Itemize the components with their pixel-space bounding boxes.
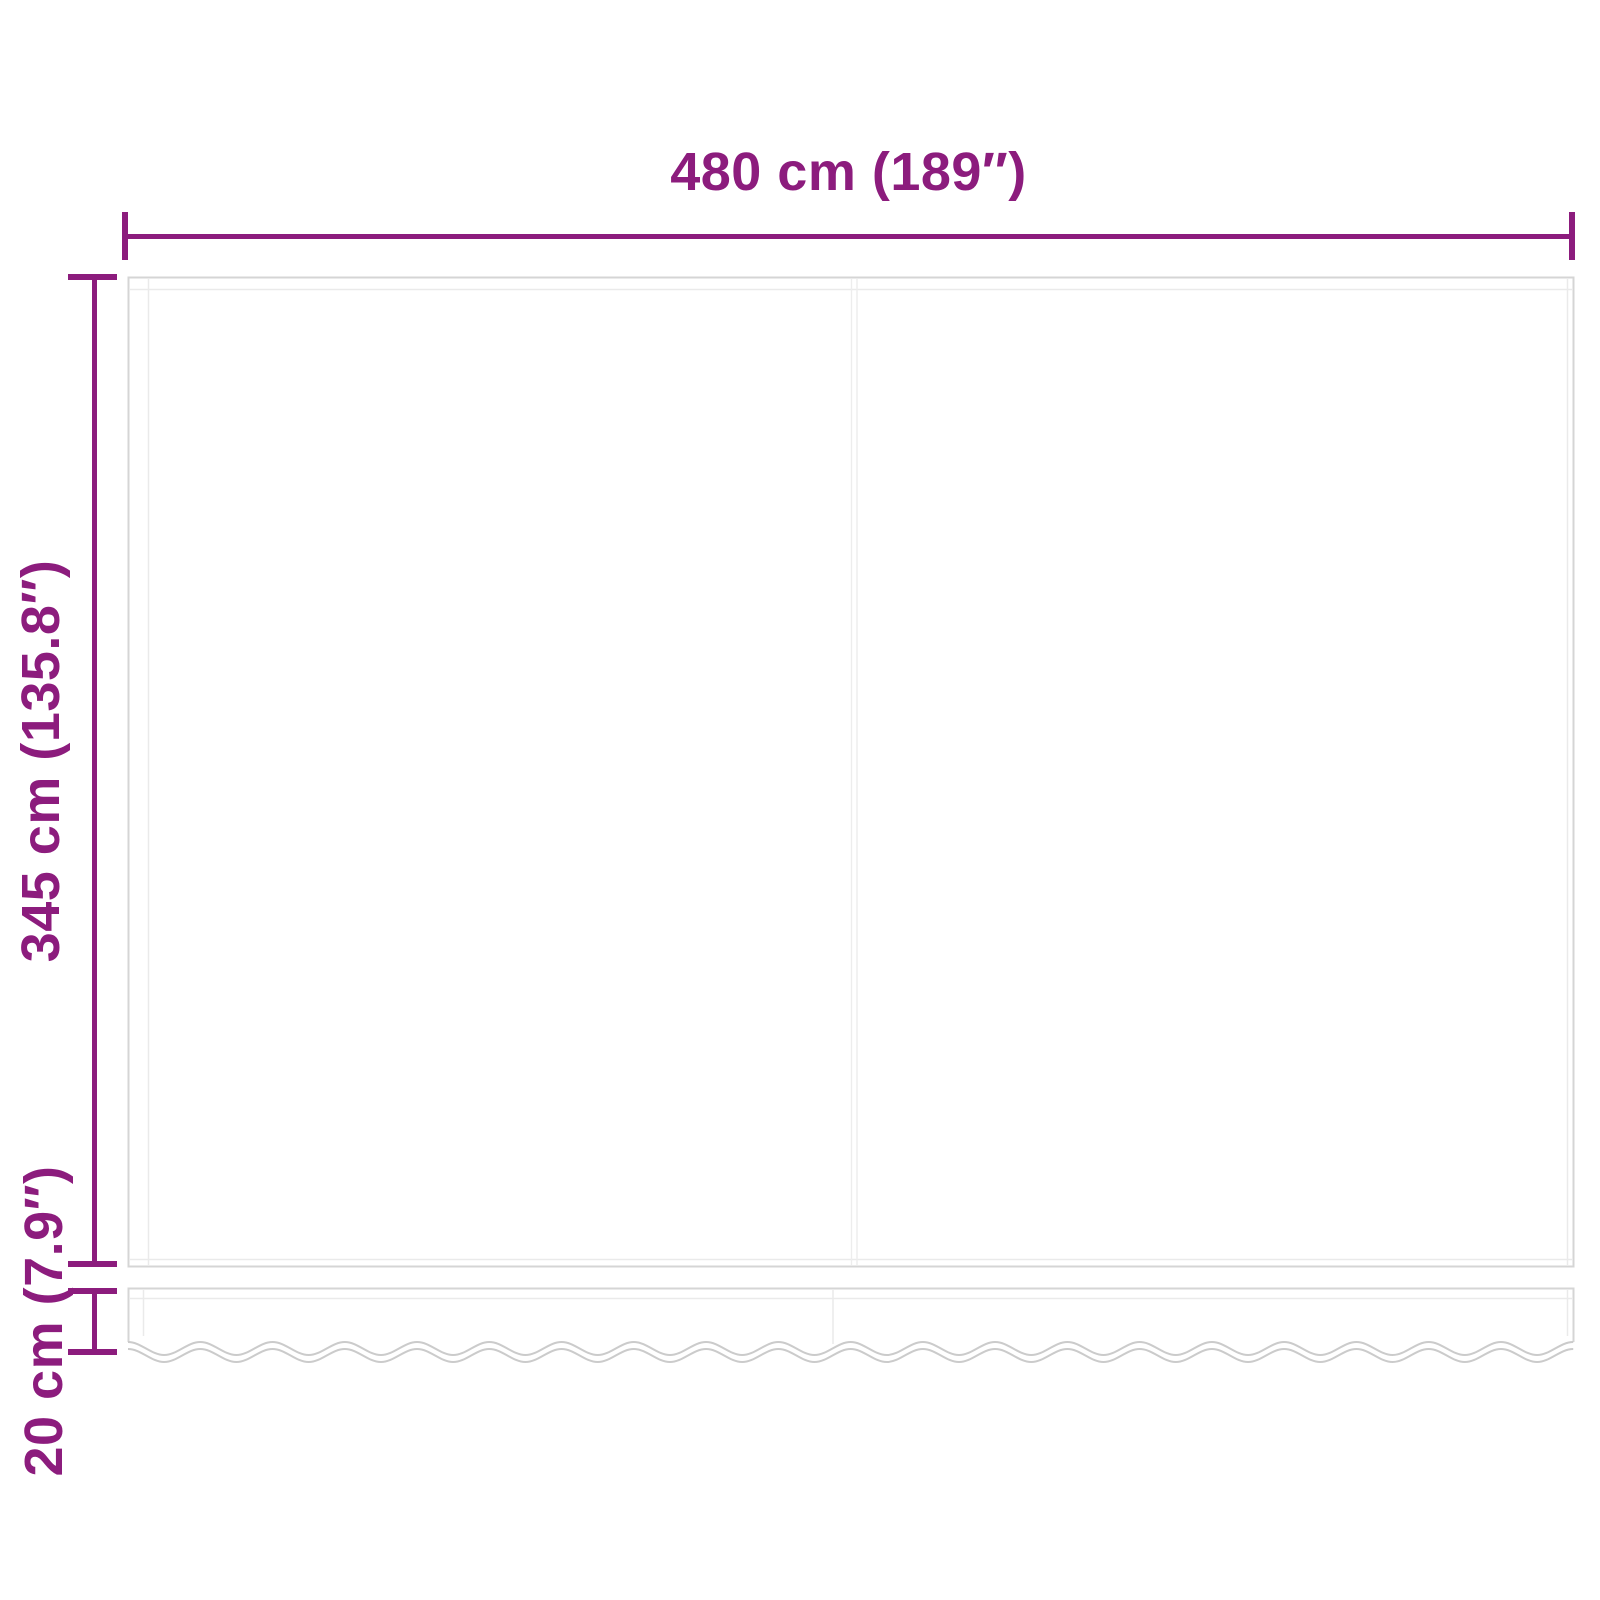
valance-dimension-label: 20 cm (7.9″) bbox=[14, 1165, 74, 1477]
valance-dimension-line bbox=[92, 1291, 97, 1352]
width-dimension-right-tick bbox=[1569, 212, 1575, 260]
height-dimension-line bbox=[92, 277, 97, 1267]
height-dimension-top-tick bbox=[68, 274, 117, 280]
valance-wave-edge-lower bbox=[127, 1347, 1574, 1364]
fabric-center-seam bbox=[850, 279, 858, 1265]
fabric-panel-stitch-lines bbox=[130, 279, 1572, 1265]
valance-stitch-lines bbox=[130, 1290, 1572, 1344]
height-dimension-bottom-tick bbox=[68, 1261, 117, 1267]
height-dimension-label: 345 cm (135.8″) bbox=[11, 559, 71, 963]
fabric-panel-outline bbox=[127, 276, 1575, 1268]
width-dimension-left-tick bbox=[122, 212, 128, 260]
valance-dimension-top-tick bbox=[68, 1288, 117, 1294]
valance-wave-edge-upper bbox=[127, 1340, 1574, 1357]
valance-outline bbox=[127, 1287, 1575, 1342]
width-dimension-line bbox=[125, 234, 1572, 239]
valance-dimension-bottom-tick bbox=[68, 1349, 117, 1355]
width-dimension-label: 480 cm (189″) bbox=[670, 142, 1027, 202]
